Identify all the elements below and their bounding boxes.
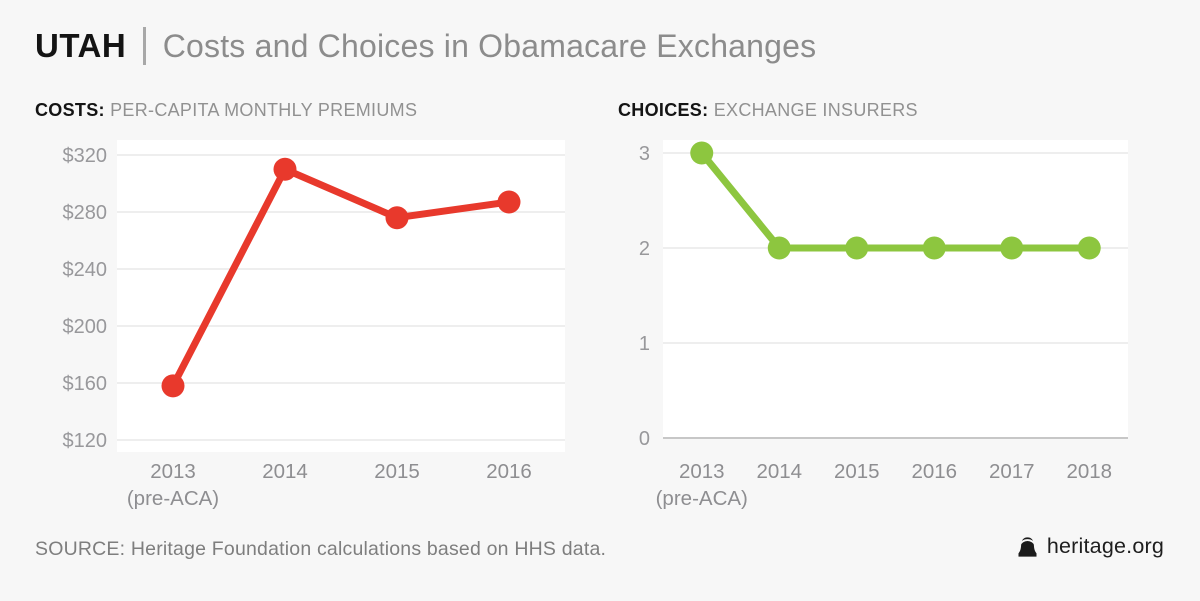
data-point-marker (845, 236, 869, 260)
costs-line-chart: $320 $280 $240 $200 $160 $120 2013 (pre-ACA) 201… (63, 140, 565, 510)
choices-subtitle-bold: CHOICES: (618, 100, 709, 120)
data-point-marker (690, 141, 714, 165)
x-tick-label: 2018 (1066, 460, 1112, 483)
data-point-marker (1077, 236, 1101, 260)
data-point-marker (497, 190, 521, 214)
y-tick-label: 3 (639, 143, 650, 165)
y-tick-label: 1 (639, 333, 650, 355)
title-divider (143, 27, 146, 65)
x-tick-label: 2016 (486, 460, 532, 483)
y-tick-label: $240 (63, 259, 108, 281)
x-tick-label: 2014 (262, 460, 308, 483)
data-point-marker (767, 236, 791, 260)
brand-url: heritage.org (1046, 534, 1164, 558)
y-tick-label: $160 (63, 373, 108, 395)
x-tick-label: 2016 (911, 460, 957, 483)
x-tick-sublabel: (pre-ACA) (656, 487, 748, 510)
y-tick-label: $280 (63, 202, 108, 224)
costs-subtitle-bold: COSTS: (35, 100, 105, 120)
data-point-marker (273, 157, 297, 181)
data-point-marker (385, 206, 409, 230)
choices-subtitle: CHOICES: EXCHANGE INSURERS (618, 100, 918, 121)
y-tick-label: $200 (63, 316, 108, 338)
heritage-logo: heritage.org (1016, 534, 1164, 559)
x-tick-label: 2013 (679, 460, 725, 483)
y-tick-label: 0 (639, 428, 650, 450)
y-tick-label: 2 (639, 238, 650, 260)
x-tick-label: 2015 (834, 460, 880, 483)
choices-line-chart: 3 2 1 0 2013 (pre-ACA) 2014 2015 2016 2017 2018 (639, 140, 1128, 510)
state-label: UTAH (35, 27, 127, 64)
page-title: Costs and Choices in Obamacare Exchanges (162, 27, 817, 64)
x-tick-label: 2013 (150, 460, 196, 483)
x-tick-label: 2014 (756, 460, 802, 483)
liberty-bell-icon (1018, 536, 1037, 557)
x-tick-label: 2017 (989, 460, 1035, 483)
costs-subtitle: COSTS: PER-CAPITA MONTHLY PREMIUMS (35, 100, 417, 121)
data-point-marker (922, 236, 946, 260)
y-tick-label: $320 (63, 145, 108, 167)
x-tick-sublabel: (pre-ACA) (127, 487, 219, 510)
data-point-marker (161, 374, 185, 398)
choices-subtitle-rest: EXCHANGE INSURERS (708, 100, 918, 120)
header: UTAH Costs and Choices in Obamacare Exch… (35, 22, 816, 70)
data-point-marker (1000, 236, 1024, 260)
x-tick-label: 2015 (374, 460, 420, 483)
y-tick-label: $120 (63, 430, 108, 452)
costs-subtitle-rest: PER-CAPITA MONTHLY PREMIUMS (104, 100, 418, 120)
source-text: SOURCE: Heritage Foundation calculations… (35, 538, 607, 560)
